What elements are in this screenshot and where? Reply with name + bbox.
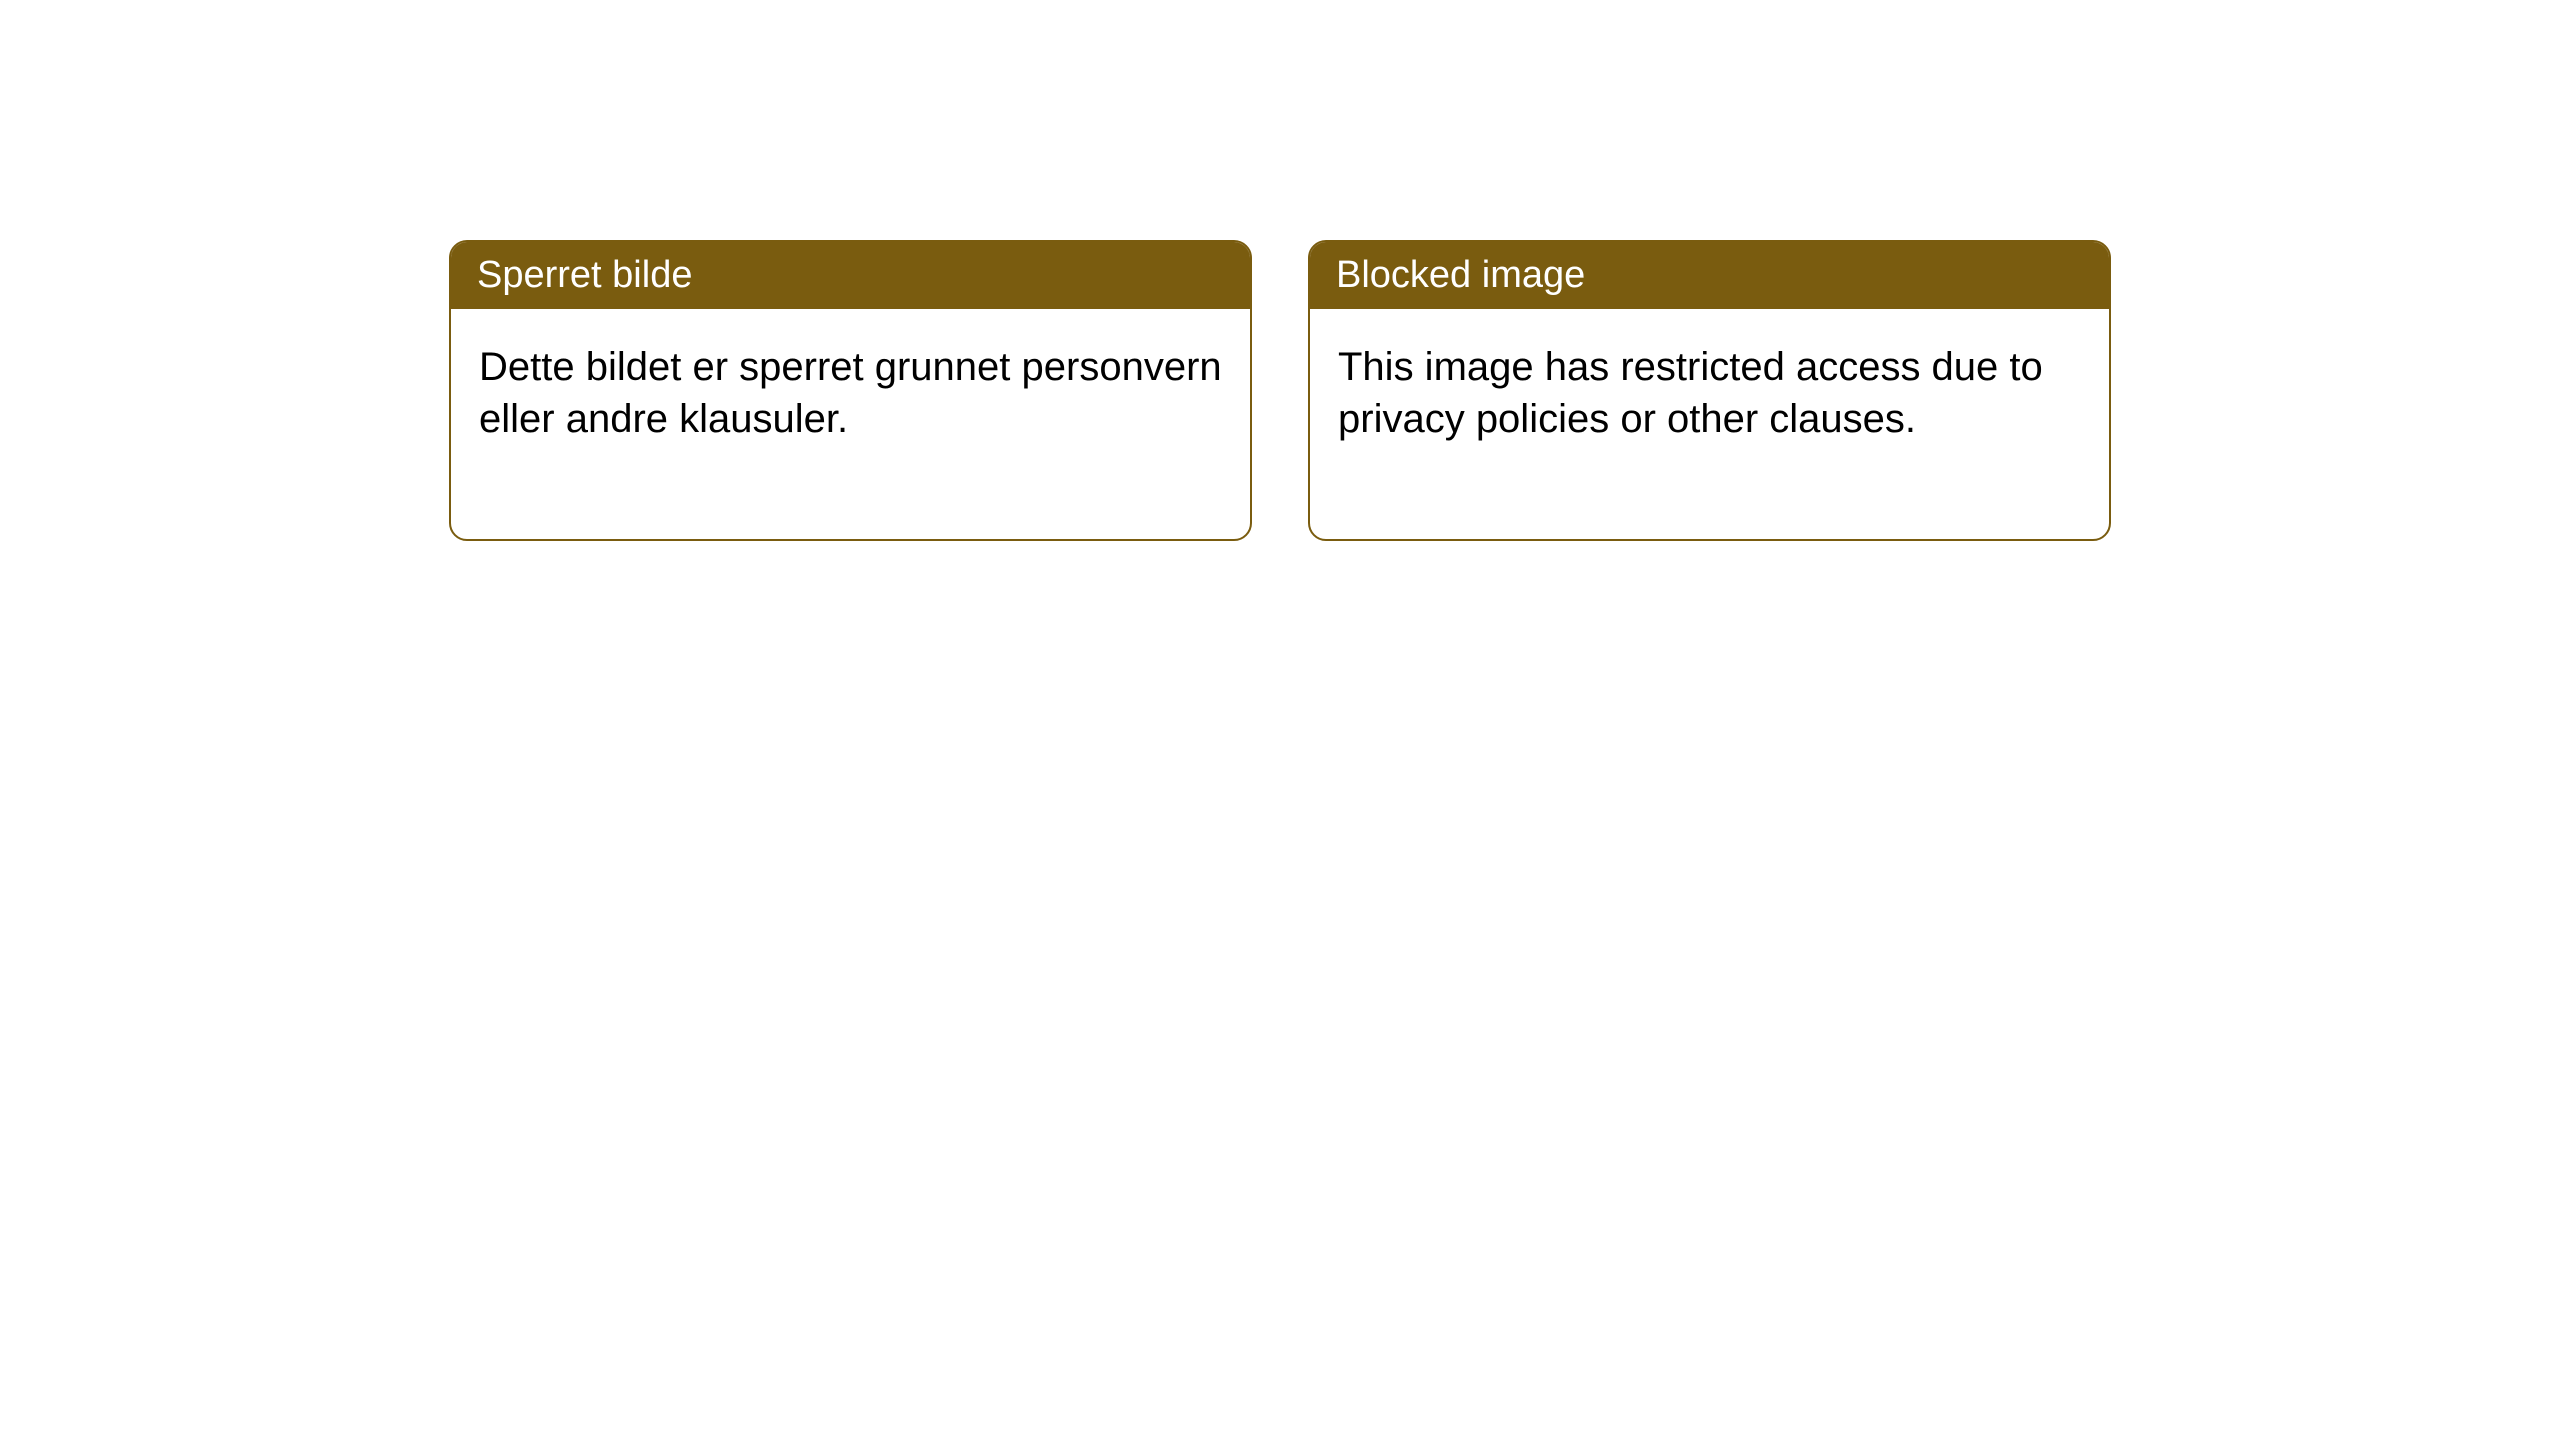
blocked-image-card-english: Blocked image This image has restricted … — [1308, 240, 2111, 541]
card-body-norwegian: Dette bildet er sperret grunnet personve… — [451, 309, 1250, 539]
blocked-image-card-norwegian: Sperret bilde Dette bildet er sperret gr… — [449, 240, 1252, 541]
card-header-norwegian: Sperret bilde — [451, 242, 1250, 309]
card-header-english: Blocked image — [1310, 242, 2109, 309]
card-body-english: This image has restricted access due to … — [1310, 309, 2109, 539]
notice-container: Sperret bilde Dette bildet er sperret gr… — [449, 240, 2111, 541]
